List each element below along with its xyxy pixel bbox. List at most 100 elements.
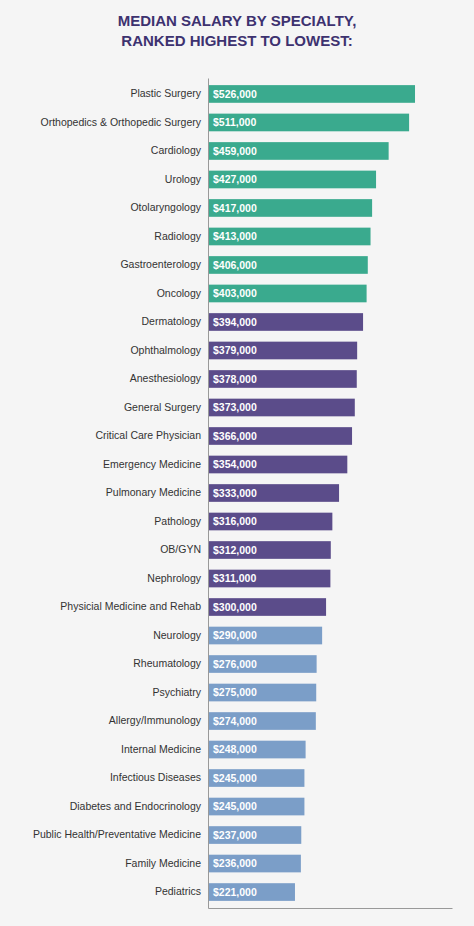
data-label: $406,000 (213, 259, 257, 271)
bar (208, 769, 304, 787)
data-label: $312,000 (213, 544, 257, 556)
data-label: $366,000 (213, 430, 257, 442)
y-tick-label: Emergency Medicine (103, 458, 201, 470)
data-label: $221,000 (213, 886, 257, 898)
bar (208, 598, 326, 616)
y-tick-label: Otolaryngology (130, 201, 201, 213)
y-tick-label: Physicial Medicine and Rehab (60, 600, 201, 612)
y-tick-label: General Surgery (124, 401, 202, 413)
data-label: $290,000 (213, 629, 257, 641)
y-tick: Infectious Diseases (110, 771, 201, 783)
y-tick: Psychiatry (153, 686, 202, 698)
data-label: $378,000 (213, 373, 257, 385)
bars (208, 85, 415, 901)
bar (208, 741, 306, 759)
y-tick: Plastic Surgery (130, 87, 201, 99)
data-label: $276,000 (213, 658, 257, 670)
bar (208, 712, 316, 730)
y-tick: Otolaryngology (130, 201, 201, 213)
y-tick-label: Allergy/Immunology (109, 714, 202, 726)
bar (208, 256, 368, 274)
y-tick-label: Radiology (154, 230, 201, 242)
y-tick: Diabetes and Endocrinology (70, 800, 202, 812)
y-tick: Gastroenterology (120, 258, 201, 270)
y-tick-label: Dermatology (141, 315, 201, 327)
y-tick: Critical Care Physician (95, 429, 201, 441)
data-label: $274,000 (213, 715, 257, 727)
y-tick: Anesthesiology (130, 372, 202, 384)
data-labels: $526,000$511,000$459,000$427,000$417,000… (213, 88, 257, 898)
y-tick-label: Urology (165, 173, 202, 185)
bar (208, 855, 301, 873)
data-label: $526,000 (213, 88, 257, 100)
y-tick-label: Psychiatry (153, 686, 202, 698)
y-axis: Plastic Surgery Orthopedics & Orthopedic … (33, 79, 209, 909)
bar (208, 684, 316, 702)
y-tick: Public Health/Preventative Medicine (33, 828, 201, 840)
y-tick: Neurology (153, 629, 202, 641)
data-label: $459,000 (213, 145, 257, 157)
bar (208, 313, 363, 331)
y-tick: Emergency Medicine (103, 458, 201, 470)
bar (208, 798, 304, 816)
y-tick-label: Ophthalmology (130, 344, 201, 356)
y-tick-label: Plastic Surgery (130, 87, 201, 99)
data-label: $237,000 (213, 829, 257, 841)
y-tick-label: Public Health/Preventative Medicine (33, 828, 201, 840)
y-axis-line (208, 79, 209, 909)
data-label: $394,000 (213, 316, 257, 328)
data-label: $333,000 (213, 487, 257, 499)
data-label: $403,000 (213, 287, 257, 299)
bar (208, 85, 415, 103)
y-tick: Cardiology (151, 144, 202, 156)
y-tick: Radiology (154, 230, 201, 242)
x-axis (209, 908, 453, 909)
data-label: $245,000 (213, 800, 257, 812)
data-label: $275,000 (213, 686, 257, 698)
data-label: $248,000 (213, 743, 257, 755)
y-tick: Internal Medicine (121, 743, 201, 755)
y-tick-label: Anesthesiology (130, 372, 202, 384)
y-tick-label: Neurology (153, 629, 202, 641)
y-tick: Pulmonary Medicine (106, 486, 201, 498)
bar (208, 142, 389, 160)
y-tick: Nephrology (147, 572, 201, 584)
bar (208, 285, 367, 303)
y-tick-label: Pathology (154, 515, 201, 527)
y-tick-label: Critical Care Physician (95, 429, 201, 441)
x-axis-line (209, 908, 453, 909)
data-label: $311,000 (213, 572, 256, 584)
data-label: $379,000 (213, 344, 257, 356)
data-label: $417,000 (213, 202, 257, 214)
data-label: $245,000 (213, 772, 257, 784)
bar (208, 570, 330, 588)
y-tick: General Surgery (124, 401, 202, 413)
bar (208, 228, 371, 246)
bar (208, 883, 295, 901)
y-tick: Rheumatology (133, 657, 201, 669)
bar (208, 456, 347, 474)
y-tick: Oncology (157, 287, 202, 299)
bar (208, 199, 372, 217)
data-label: $413,000 (213, 230, 257, 242)
data-label: $300,000 (213, 601, 257, 613)
chart: MEDIAN SALARY BY SPECIALTY,RANKED HIGHES… (0, 0, 474, 926)
y-tick-label: Gastroenterology (120, 258, 201, 270)
bar (208, 342, 357, 360)
bar (208, 513, 332, 531)
y-tick-label: Infectious Diseases (110, 771, 201, 783)
y-tick: OB/GYN (160, 543, 201, 555)
data-label: $354,000 (213, 458, 257, 470)
y-tick: Orthopedics & Orthopedic Surgery (41, 116, 202, 128)
bar (208, 655, 317, 673)
y-tick-label: Oncology (157, 287, 202, 299)
y-tick-label: Diabetes and Endocrinology (70, 800, 202, 812)
y-tick: Physicial Medicine and Rehab (60, 600, 201, 612)
y-tick: Family Medicine (125, 857, 201, 869)
y-tick-label: Pediatrics (155, 885, 201, 897)
bar (208, 826, 301, 844)
y-tick-label: Nephrology (147, 572, 201, 584)
y-tick-label: Family Medicine (125, 857, 201, 869)
y-tick: Ophthalmology (130, 344, 201, 356)
data-label: $373,000 (213, 401, 257, 413)
